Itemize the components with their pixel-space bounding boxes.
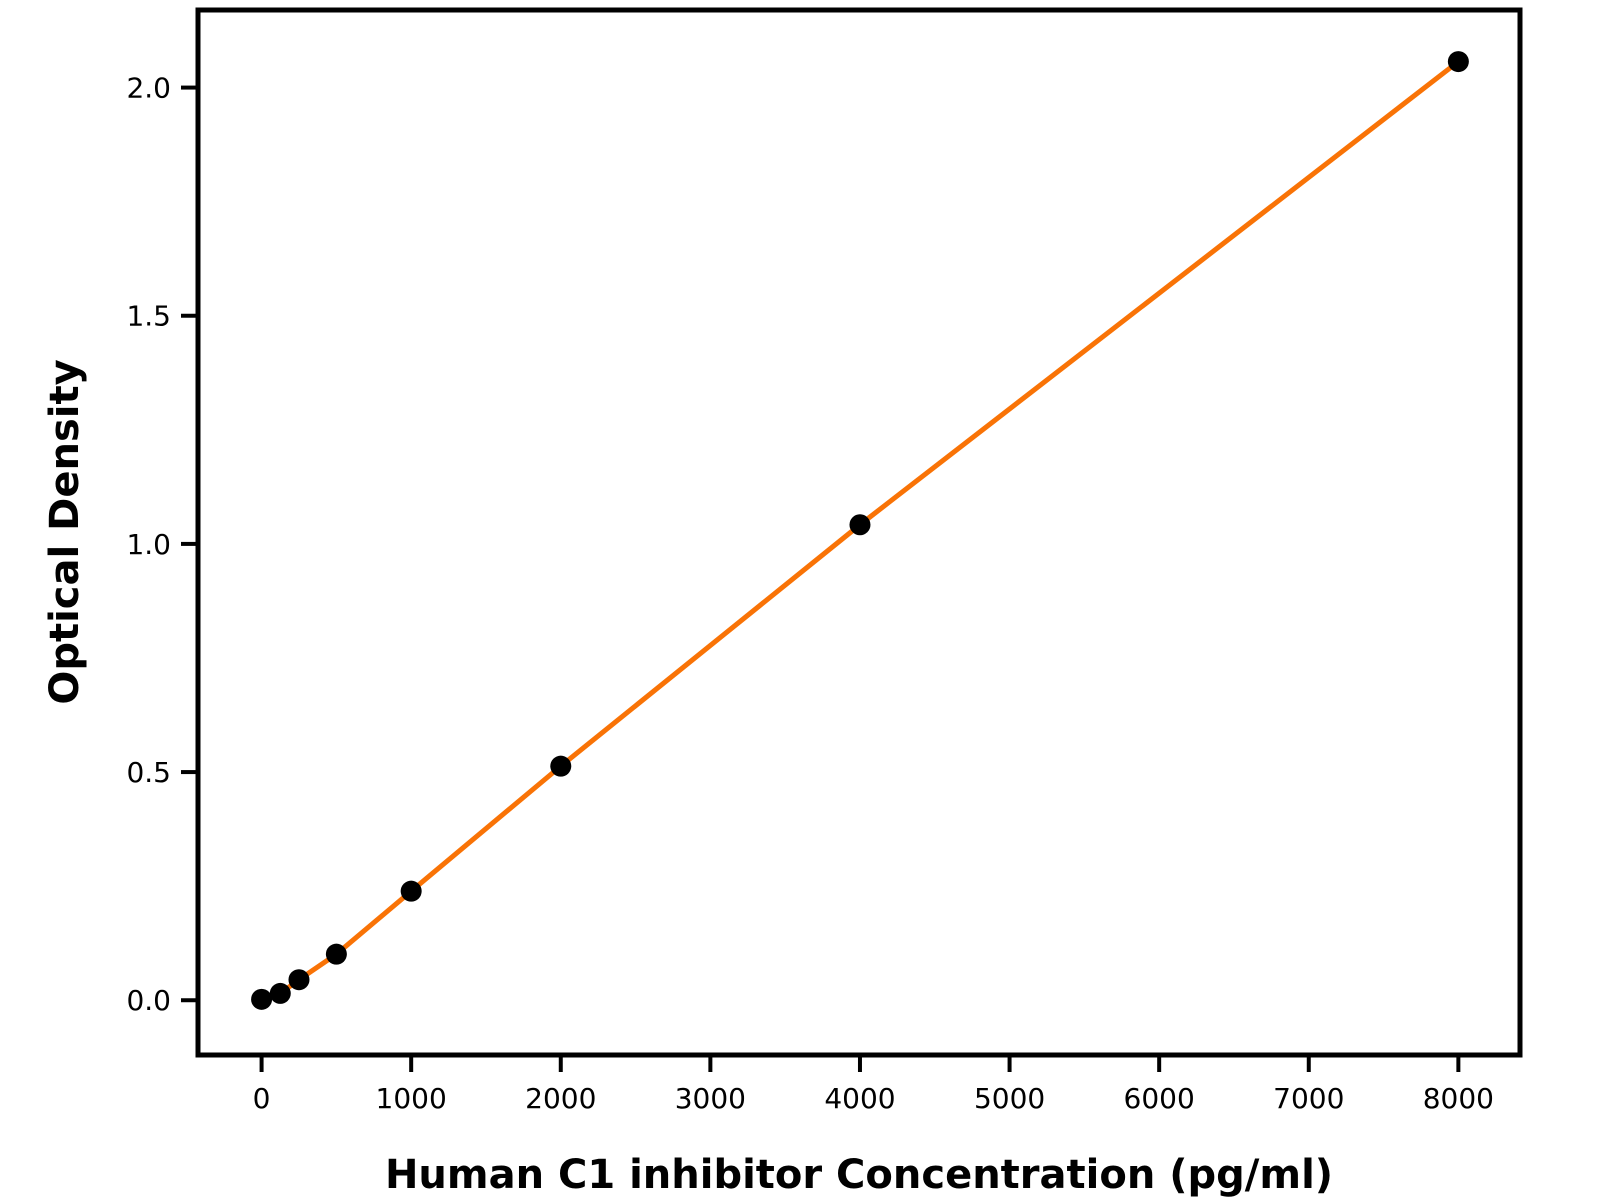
x-tick-label: 5000: [974, 1082, 1045, 1115]
data-point-marker: [325, 943, 347, 965]
data-point-marker: [550, 755, 572, 777]
y-tick-label: 0.0: [126, 984, 171, 1017]
data-point-marker: [251, 988, 273, 1010]
y-tick-label: 0.5: [126, 756, 171, 789]
y-tick-label: 1.0: [126, 528, 171, 561]
y-axis-label: Optical Density: [42, 359, 88, 704]
y-tick-label: 2.0: [126, 72, 171, 105]
plot-content: 0 1000 2000 3000 4000 5000 6000 7000 8000 0.0 0.5 1…: [126, 51, 1494, 1115]
x-tick-label: 3000: [675, 1082, 746, 1115]
x-tick-label: 7000: [1273, 1082, 1344, 1115]
x-tick-label: 4000: [824, 1082, 895, 1115]
data-point-marker: [1447, 51, 1469, 73]
x-tick-label: 0: [253, 1082, 271, 1115]
plot-border: [195, 7, 1523, 1058]
x-tick-label: 8000: [1423, 1082, 1494, 1115]
x-tick-label: 2000: [525, 1082, 596, 1115]
data-point-marker: [288, 969, 310, 991]
y-tick-label: 1.5: [126, 300, 171, 333]
x-axis-label: Human C1 inhibitor Concentration (pg/ml): [385, 1152, 1333, 1198]
data-point-marker: [269, 982, 291, 1004]
x-tick-label: 1000: [376, 1082, 447, 1115]
x-tick-label: 6000: [1124, 1082, 1195, 1115]
data-point-marker: [400, 880, 422, 902]
data-point-marker: [849, 514, 871, 536]
